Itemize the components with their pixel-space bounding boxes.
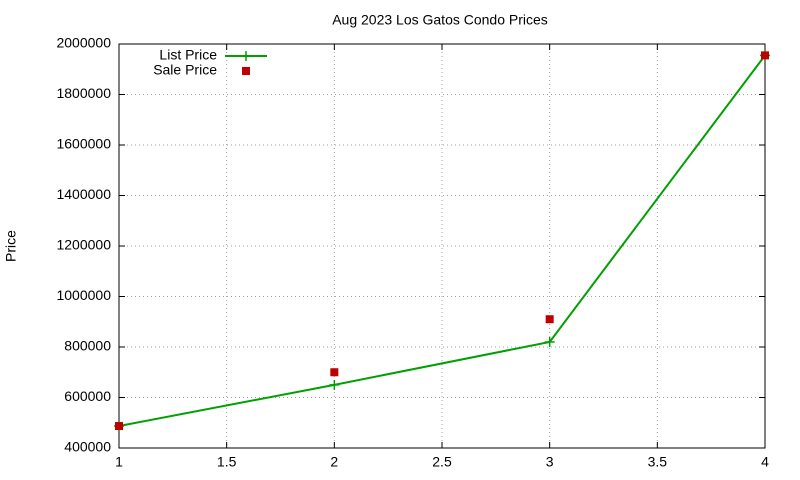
point: [329, 379, 340, 390]
y-tick-label: 1000000: [56, 287, 111, 303]
y-tick-label: 1800000: [56, 85, 111, 101]
y-tick-label: 1600000: [56, 136, 111, 152]
x-tick-label: 3.5: [648, 454, 668, 470]
plot-frame: [118, 43, 766, 449]
line: [118, 54, 766, 428]
point: [761, 51, 769, 60]
y-tick-label: 400000: [64, 439, 111, 455]
x-tick-label: 1: [115, 454, 123, 470]
y-tick-label: 1200000: [56, 237, 111, 253]
legend-label: Sale Price: [153, 62, 217, 78]
x-tick-label: 2.5: [432, 454, 452, 470]
point: [544, 336, 555, 347]
x-tick-label: 2: [330, 454, 338, 470]
point: [115, 422, 123, 431]
legend-marker: [241, 51, 251, 61]
y-tick-label: 800000: [64, 338, 111, 354]
chart-title: Aug 2023 Los Gatos Condo Prices: [332, 12, 548, 28]
y-axis-label: Price: [3, 230, 19, 262]
y-tick-label: 1400000: [56, 186, 111, 202]
x-tick-label: 3: [546, 454, 554, 470]
point: [545, 315, 554, 324]
y-tick-label: 600000: [64, 388, 111, 404]
point: [330, 368, 339, 377]
legend-label: List Price: [159, 47, 217, 63]
legend-marker: [242, 67, 250, 75]
x-tick-label: 1.5: [217, 454, 237, 470]
y-tick-label: 2000000: [56, 35, 111, 51]
x-tick-label: 4: [761, 454, 769, 470]
